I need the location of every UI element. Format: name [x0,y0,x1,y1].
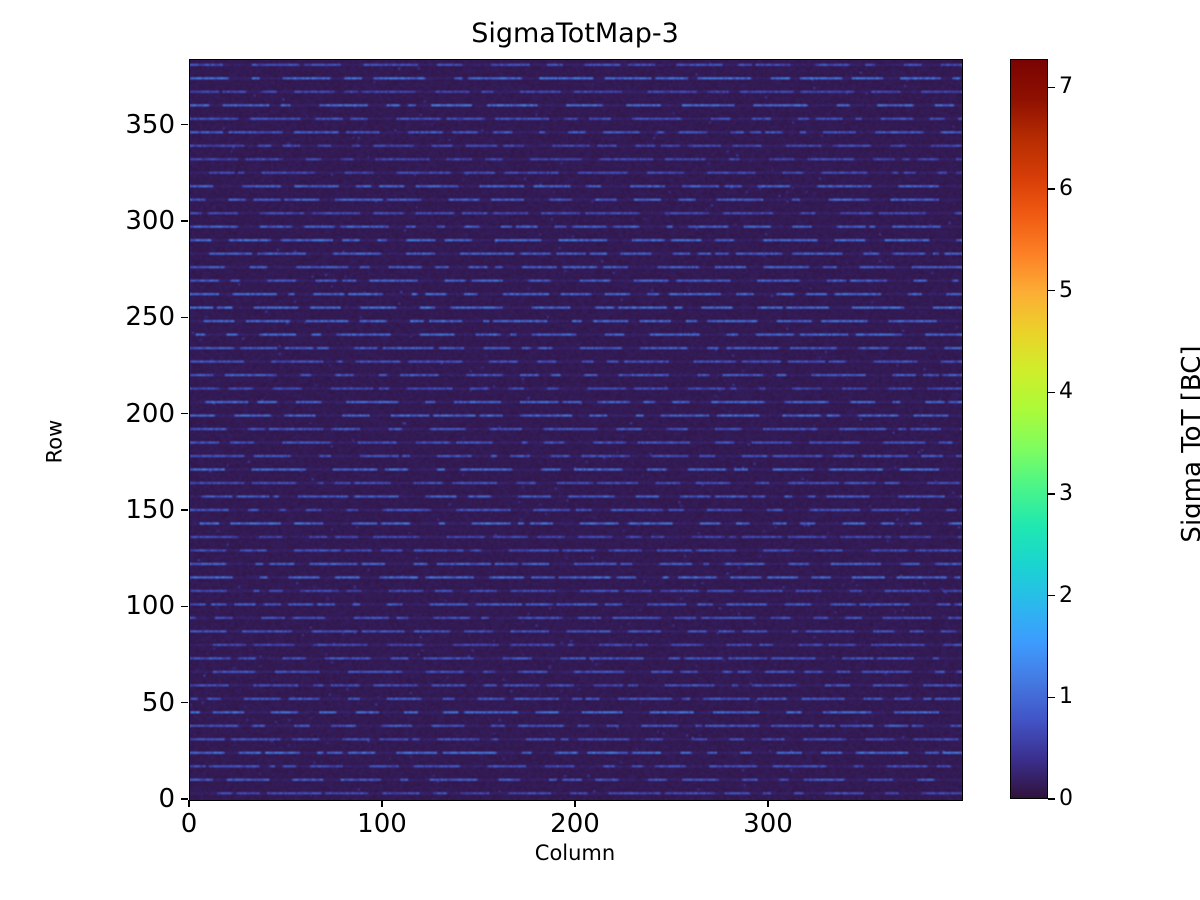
colorbar-tick-label: 0 [1059,786,1073,811]
colorbar-tick-label: 2 [1059,582,1073,608]
y-tick-label: 350 [125,109,175,140]
y-tick-mark [181,605,188,607]
x-tick-mark [767,800,769,807]
colorbar-tick-mark [1048,595,1055,597]
y-tick-mark [181,701,188,704]
colorbar-tick-mark [1048,798,1055,800]
y-tick-label: 100 [125,591,175,622]
y-tick-label: 200 [125,398,175,429]
y-tick-label: 50 [141,687,175,718]
colorbar-tick-label: 1 [1059,684,1073,710]
heatmap-image [190,60,962,800]
page-title: SigmaTotMap-3 [471,18,679,49]
x-tick-label: 0 [180,809,198,839]
x-axis-label: Column [534,841,616,865]
y-axis-label: Row [42,419,67,464]
y-tick-mark [181,123,188,126]
colorbar-tick-mark [1048,493,1055,495]
colorbar-tick-mark [1048,86,1055,89]
y-tick-mark [181,316,188,318]
y-tick-label: 150 [125,494,175,525]
colorbar-tick-mark [1048,391,1055,394]
colorbar-gradient [1010,59,1048,799]
colorbar-label: Sigma ToT [BC] [1177,345,1200,543]
y-tick-mark [181,798,188,800]
y-tick-label: 250 [125,302,175,333]
y-tick-label: 300 [125,205,175,236]
x-tick-label: 100 [357,809,407,839]
colorbar-tick-mark [1048,290,1055,292]
colorbar-tick-label: 4 [1059,379,1073,405]
colorbar-tick-label: 6 [1059,176,1073,202]
x-tick-mark [574,800,576,807]
colorbar-tick-label: 5 [1059,277,1073,303]
x-tick-label: 300 [743,809,793,839]
heatmap-plot-area[interactable] [189,59,963,801]
x-tick-label: 200 [550,809,600,839]
y-tick-label: 0 [158,784,175,814]
colorbar-tick-label: 3 [1059,481,1073,507]
colorbar-tick-label: 7 [1059,74,1073,100]
x-tick-mark [188,800,190,807]
colorbar[interactable] [1010,59,1048,799]
y-tick-mark [181,509,188,511]
y-tick-mark [181,220,188,222]
y-tick-mark [181,412,188,415]
colorbar-tick-mark [1048,696,1055,699]
colorbar-tick-mark [1048,188,1055,190]
x-tick-mark [381,800,383,807]
